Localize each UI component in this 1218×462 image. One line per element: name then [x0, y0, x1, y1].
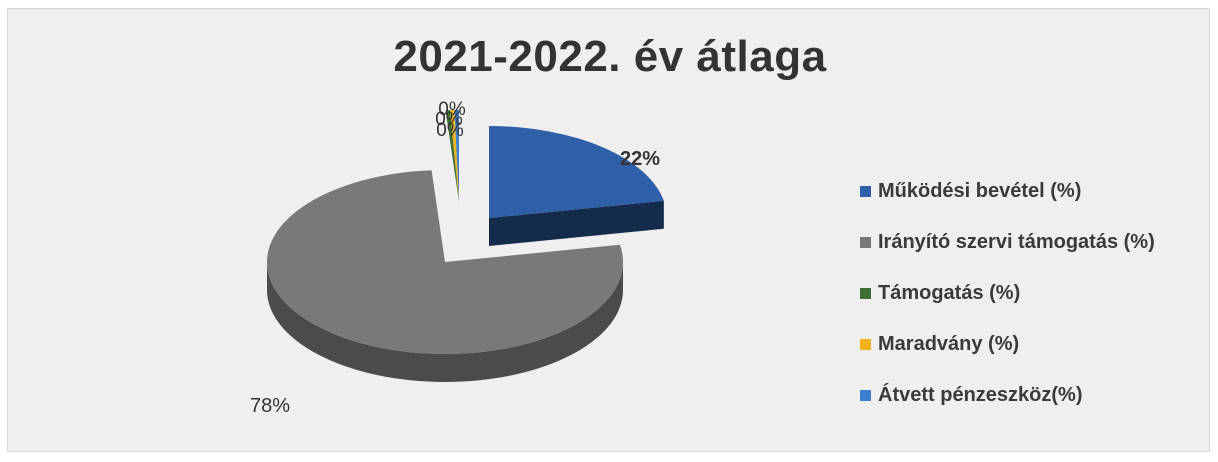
legend: Működési bevétel (%) Irányító szervi tám… [860, 166, 1210, 421]
pie-slice-iranyito-szervi-tamogatas [267, 170, 623, 354]
pie-side-iranyito-szervi-tamogatas [267, 262, 623, 382]
chart-title: 2021-2022. év átlaga [393, 32, 827, 81]
legend-swatch-tamogatas [860, 288, 871, 299]
pie-face-mukodesi-bevetel [489, 200, 664, 246]
legend-label-atvett-penzeszkoz: Átvett pénzeszköz(%) [878, 384, 1083, 406]
legend-swatch-maradvany [860, 339, 871, 350]
legend-item-iranyito-szervi-tamogatas: Irányító szervi támogatás (%) [860, 217, 1210, 268]
legend-label-maradvany: Maradvány (%) [878, 333, 1020, 355]
legend-item-mukodesi-bevetel: Működési bevétel (%) [860, 166, 1210, 217]
legend-item-atvett-penzeszkoz: Átvett pénzeszköz(%) [860, 370, 1210, 421]
pie-slice-mukodesi-bevetel [489, 126, 664, 218]
legend-item-maradvany: Maradvány (%) [860, 319, 1210, 370]
legend-label-iranyito-szervi-tamogatas: Irányító szervi támogatás (%) [878, 231, 1155, 253]
pie-slice-tamogatas [445, 110, 459, 202]
legend-label-tamogatas: Támogatás (%) [878, 282, 1021, 304]
legend-item-tamogatas: Támogatás (%) [860, 268, 1210, 319]
legend-label-mukodesi-bevetel: Működési bevétel (%) [878, 180, 1082, 202]
data-label-mukodesi-bevetel: 22% [620, 148, 660, 170]
legend-swatch-mukodesi-bevetel [860, 186, 871, 197]
legend-swatch-atvett-penzeszkoz [860, 390, 871, 401]
data-label-iranyito-szervi-tamogatas: 78% [250, 395, 290, 417]
legend-swatch-iranyito-szervi-tamogatas [860, 237, 871, 248]
pie-slice-atvett-penzeszkoz [454, 110, 459, 202]
data-label-maradvany: 0% [438, 99, 466, 120]
data-label-atvett-penzeszkoz: 0% [435, 109, 463, 130]
pie-slice-maradvany [450, 110, 459, 202]
data-label-tamogatas: 0% [436, 120, 464, 141]
